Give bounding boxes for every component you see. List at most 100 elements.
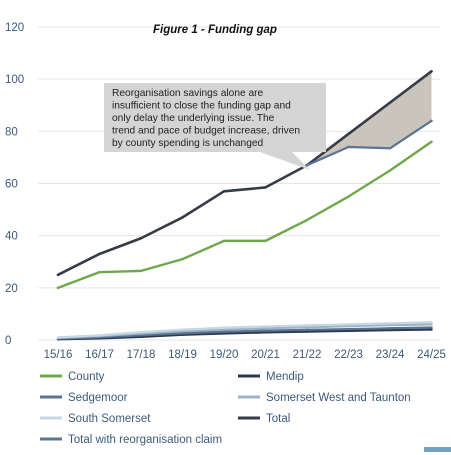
callout-line: insufficient to close the funding gap an… xyxy=(112,101,291,112)
callout-text: Reorganisation savings alone are insuffic… xyxy=(112,88,300,149)
x-tick-label-24-25: 24/25 xyxy=(417,349,446,361)
legend-label-somerset-west-and-taunton: Somerset West and Taunton xyxy=(266,392,411,404)
point-county-22-23 xyxy=(347,195,350,198)
legend-item-mendip: Mendip xyxy=(238,371,304,383)
y-tick-label-120: 120 xyxy=(5,22,24,34)
point-mendip-19-20 xyxy=(222,332,226,335)
point-south-somerset-15-16 xyxy=(56,336,60,339)
legend-label-county: County xyxy=(68,371,105,383)
point-sedgemoor-21-22 xyxy=(305,328,309,332)
series-total-with-reorganisation-claim xyxy=(305,119,433,167)
y-tick-label-40: 40 xyxy=(5,231,18,243)
y-tick-label-20: 20 xyxy=(5,283,18,295)
point-south-somerset-23-24 xyxy=(388,322,392,325)
legend-item-somerset-west-and-taunton: Somerset West and Taunton xyxy=(238,392,411,404)
point-county-24-25 xyxy=(430,140,433,143)
gridlines xyxy=(38,26,440,341)
legend-item-sedgemoor: Sedgemoor xyxy=(40,392,128,404)
y-axis: 0 20 40 60 80 100 120 xyxy=(5,22,24,347)
x-tick-label-17-18: 17/18 xyxy=(127,349,156,361)
legend-label-total-with-reorganisation-claim: Total with reorganisation claim xyxy=(68,434,222,446)
point-somerset-west-and-taunton-19-20 xyxy=(222,328,226,331)
point-south-somerset-20-21 xyxy=(264,325,267,328)
point-total-18-19 xyxy=(181,216,184,219)
legend-label-total: Total xyxy=(266,413,290,425)
point-south-somerset-18-19 xyxy=(181,328,184,331)
series-line-sedgemoor xyxy=(56,326,433,340)
callout-box xyxy=(104,83,326,170)
corner-marker xyxy=(424,447,451,452)
point-total-with-reorganisation-claim-22-23 xyxy=(347,145,350,149)
point-sedgemoor-24-25 xyxy=(430,326,433,329)
point-county-16-17 xyxy=(98,270,101,274)
legend-label-south-somerset: South Somerset xyxy=(68,413,151,425)
series-county xyxy=(56,140,433,290)
point-sedgemoor-18-19 xyxy=(181,332,184,335)
legend-item-county: County xyxy=(40,371,105,383)
point-somerset-west-and-taunton-21-22 xyxy=(305,326,309,329)
point-sedgemoor-22-23 xyxy=(347,327,350,331)
point-total-16-17 xyxy=(98,252,101,256)
x-tick-label-20-21: 20/21 xyxy=(251,349,280,361)
y-tick-label-60: 60 xyxy=(5,179,18,191)
series-lines xyxy=(56,70,433,341)
x-axis: 15/16 16/17 17/18 18/19 19/20 20/21 21/22 22/23… xyxy=(44,349,446,361)
series-line-mendip xyxy=(56,328,433,341)
callout-line: by county spending is unchanged xyxy=(112,138,264,149)
series-line-south-somerset xyxy=(56,321,433,339)
callout-line: trend and pace of budget increase, drive… xyxy=(112,126,300,137)
legend-label-sedgemoor: Sedgemoor xyxy=(68,392,128,404)
legend-item-south-somerset: South Somerset xyxy=(40,413,151,425)
y-tick-label-80: 80 xyxy=(5,126,18,138)
point-mendip-24-25 xyxy=(430,328,433,331)
annotation-callout: Reorganisation savings alone are insuffic… xyxy=(104,83,326,170)
series-total xyxy=(56,70,433,277)
point-total-with-reorganisation-claim-24-25 xyxy=(430,119,433,123)
legend: County Mendip Sedgemoor Somerset West and T… xyxy=(40,371,411,446)
point-total-19-20 xyxy=(222,190,226,193)
point-south-somerset-21-22 xyxy=(305,324,309,327)
legend-item-total-with-reorganisation-claim: Total with reorganisation claim xyxy=(40,434,222,446)
point-county-20-21 xyxy=(264,239,267,243)
point-south-somerset-16-17 xyxy=(98,334,101,337)
point-total-with-reorganisation-claim-23-24 xyxy=(388,147,392,150)
x-tick-label-23-24: 23/24 xyxy=(376,349,405,361)
point-sedgemoor-17-18 xyxy=(139,334,143,337)
point-mendip-23-24 xyxy=(388,328,392,332)
point-county-15-16 xyxy=(56,286,60,290)
callout-line: only delay the underlying issue. The xyxy=(112,113,275,124)
point-somerset-west-and-taunton-23-24 xyxy=(388,323,392,327)
x-tick-label-19-20: 19/20 xyxy=(210,349,239,361)
point-county-21-22 xyxy=(305,218,309,222)
point-county-23-24 xyxy=(388,169,392,172)
point-mendip-21-22 xyxy=(305,330,309,333)
y-tick-label-100: 100 xyxy=(5,74,24,86)
point-county-19-20 xyxy=(222,239,226,243)
point-mendip-22-23 xyxy=(347,329,350,333)
point-county-17-18 xyxy=(139,269,143,273)
series-line-total xyxy=(56,70,433,277)
point-total-with-reorganisation-claim-21-22 xyxy=(305,164,309,167)
point-south-somerset-24-25 xyxy=(430,321,433,324)
x-tick-label-18-19: 18/19 xyxy=(168,349,197,361)
point-total-15-16 xyxy=(56,273,60,276)
series-south-somerset xyxy=(56,321,433,339)
point-sedgemoor-20-21 xyxy=(264,329,267,332)
series-sedgemoor xyxy=(56,326,433,340)
series-line-county xyxy=(56,140,433,290)
point-south-somerset-17-18 xyxy=(139,330,143,334)
point-total-23-24 xyxy=(388,101,392,104)
point-total-24-25 xyxy=(430,70,433,73)
legend-label-mendip: Mendip xyxy=(266,371,304,383)
point-total-17-18 xyxy=(139,237,143,240)
point-somerset-west-and-taunton-22-23 xyxy=(347,324,350,328)
point-somerset-west-and-taunton-24-25 xyxy=(430,323,433,326)
point-south-somerset-22-23 xyxy=(347,323,350,326)
point-south-somerset-19-20 xyxy=(222,326,226,329)
point-total-22-23 xyxy=(347,132,350,136)
series-line-total-with-reorganisation-claim xyxy=(305,119,433,167)
x-tick-label-15-16: 15/16 xyxy=(44,349,73,361)
chart-title: Figure 1 - Funding gap xyxy=(153,24,277,36)
x-tick-label-21-22: 21/22 xyxy=(293,349,322,361)
